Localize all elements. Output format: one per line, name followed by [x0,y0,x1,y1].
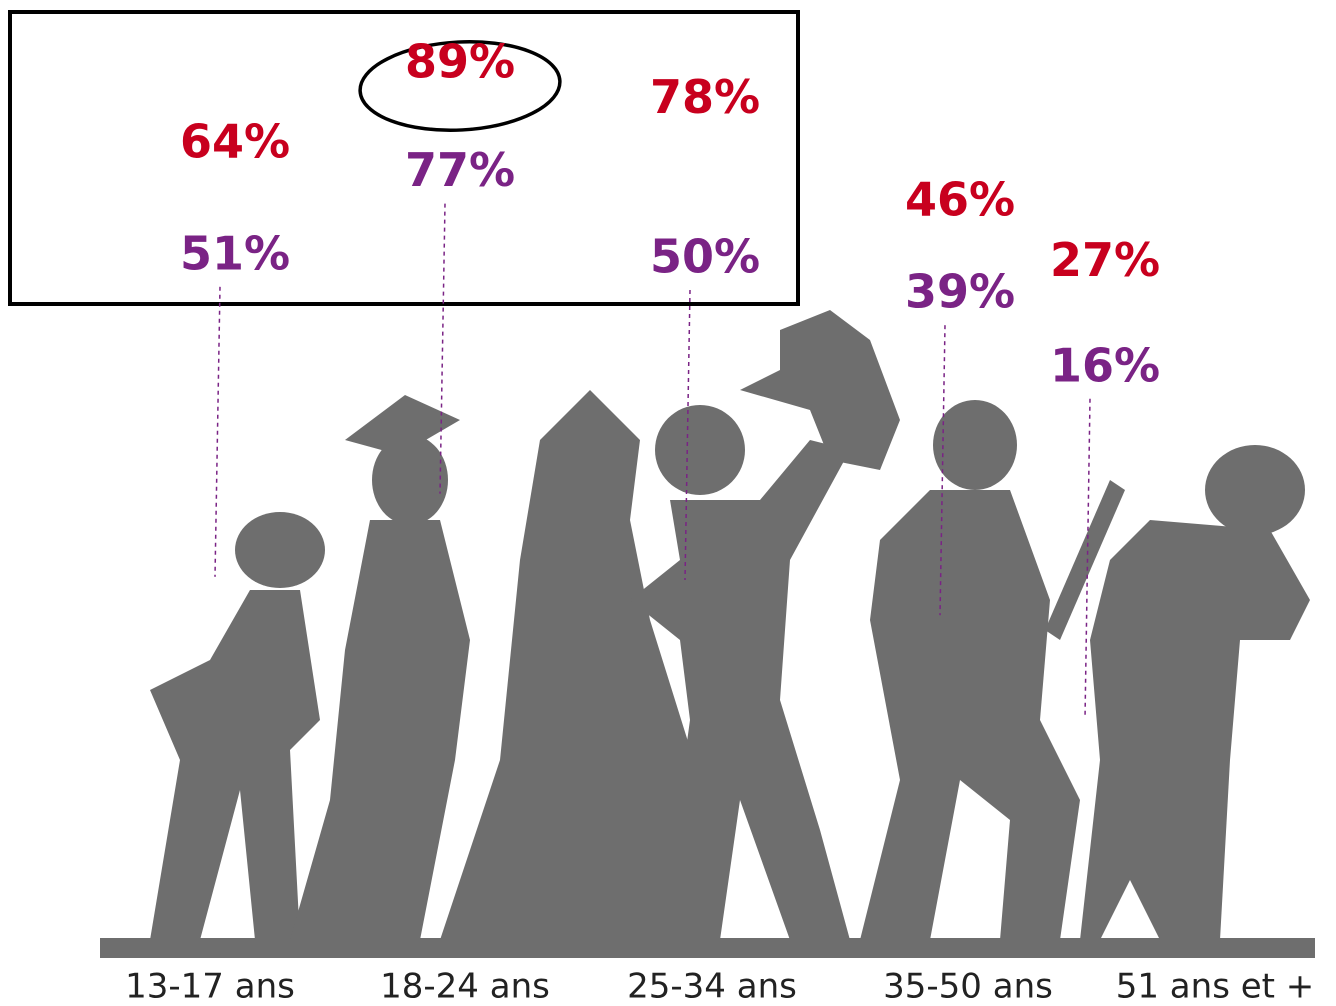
leader-line [214,286,221,577]
figure [933,400,1017,490]
leader-line [1084,398,1091,719]
figure [150,590,320,940]
value-label: 64% [180,115,290,169]
value-label: 77% [405,143,515,197]
value-label: 78% [650,70,760,124]
ground [100,938,1315,958]
circle-annotation [358,39,562,133]
silhouettes [100,310,1315,958]
figure [1080,520,1310,940]
category-label: 51 ans et + [1116,967,1315,1006]
category-label: 25-34 ans [627,967,797,1006]
category-label: 18-24 ans [380,967,550,1006]
value-label: 27% [1050,233,1160,287]
category-label: 35-50 ans [883,967,1053,1006]
category-label: 13-17 ans [125,967,295,1006]
figure [1045,480,1125,640]
leader-line [684,289,691,581]
value-label: 16% [1050,338,1160,392]
figure [740,310,900,470]
value-label: 51% [180,226,290,280]
figure [860,490,1080,940]
value-label: 89% [405,35,515,89]
figure [1205,445,1305,535]
figure [372,435,448,525]
value-label: 50% [650,230,760,284]
figure [290,520,470,940]
value-label: 39% [905,265,1015,319]
leader-line [439,203,446,494]
figure [655,405,745,495]
figure [235,512,325,588]
highlight-box [8,10,800,306]
figure [345,395,460,455]
figure [440,390,720,940]
leader-line [939,325,946,616]
value-label: 46% [905,172,1015,226]
